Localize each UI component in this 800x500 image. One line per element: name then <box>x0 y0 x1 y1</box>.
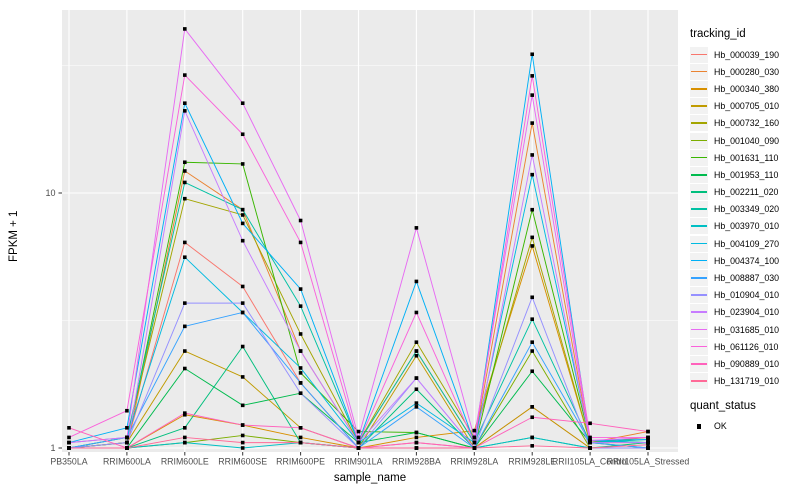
legend-item-Hb_004374_100: Hb_004374_100 <box>690 252 798 269</box>
legend-panel: tracking_id Hb_000039_190 Hb_000280_030 Hb… <box>690 28 798 435</box>
legend-label: Hb_000039_190 <box>714 49 780 60</box>
legend-key-line <box>690 46 708 63</box>
legend-key-line <box>690 287 708 304</box>
legend-key-line <box>690 338 708 355</box>
plot-panel <box>62 10 678 452</box>
y-axis-title: FPKM + 1 <box>8 210 20 262</box>
legend-items-tracking: Hb_000039_190 Hb_000280_030 Hb_000340_380 H… <box>690 46 798 390</box>
legend-label: Hb_023904_010 <box>714 307 780 318</box>
data-points <box>67 27 650 450</box>
legend-item-Hb_001040_090: Hb_001040_090 <box>690 132 798 149</box>
legend-key-line <box>690 201 708 218</box>
legend-key-line <box>690 304 708 321</box>
legend-items-quant: OK <box>690 418 798 435</box>
legend-key-line <box>690 132 708 149</box>
legend-item-Hb_000705_010: Hb_000705_010 <box>690 98 798 115</box>
legend-label: Hb_001631_110 <box>714 152 779 163</box>
legend-item-Hb_002211_020: Hb_002211_020 <box>690 184 798 201</box>
legend-item-Hb_061126_010: Hb_061126_010 <box>690 338 798 355</box>
legend-key-line <box>690 321 708 338</box>
x-tick-label: RRIM928BA <box>392 457 441 467</box>
legend-item-Hb_010904_010: Hb_010904_010 <box>690 287 798 304</box>
legend-label: Hb_003349_020 <box>714 204 780 215</box>
legend-key-square <box>690 418 708 435</box>
legend-label: Hb_004374_100 <box>714 255 780 266</box>
legend-item-Hb_004109_270: Hb_004109_270 <box>690 235 798 252</box>
legend-item-Hb_000280_030: Hb_000280_030 <box>690 63 798 80</box>
legend-key-line <box>690 98 708 115</box>
x-tick-labels: PB350LA RRIM600LA RRIM600LE RRIM600SE RRIM60… <box>50 457 689 467</box>
legend-label: Hb_000280_030 <box>714 66 780 77</box>
legend-label: Hb_000705_010 <box>714 101 780 112</box>
legend-key-line <box>690 166 708 183</box>
legend-label: Hb_001953_110 <box>714 169 779 180</box>
legend-item-Hb_001631_110: Hb_001631_110 <box>690 149 798 166</box>
legend-key-line <box>690 115 708 132</box>
legend-key-line <box>690 235 708 252</box>
legend-item-Hb_000039_190: Hb_000039_190 <box>690 46 798 63</box>
gridlines <box>62 10 678 452</box>
x-tick-label: RRIM600LA <box>103 457 151 467</box>
y-tick-label: 10 <box>45 188 55 198</box>
legend-label: Hb_061126_010 <box>714 341 779 352</box>
legend-label: Hb_001040_090 <box>714 135 780 146</box>
y-tick-label: 1 <box>50 443 55 453</box>
legend-item-Hb_003349_020: Hb_003349_020 <box>690 201 798 218</box>
legend-key-line <box>690 63 708 80</box>
x-tick-label: RRIM600LE <box>161 457 209 467</box>
legend-label: Hb_003970_010 <box>714 221 780 232</box>
legend-item-Hb_000732_160: Hb_000732_160 <box>690 115 798 132</box>
legend-item-Hb_008887_030: Hb_008887_030 <box>690 269 798 287</box>
legend-key-line <box>690 149 708 166</box>
legend-item-Hb_090889_010: Hb_090889_010 <box>690 355 798 372</box>
legend-key-line <box>690 355 708 372</box>
legend-label: Hb_008887_030 <box>714 273 780 284</box>
legend-item-quant-OK: OK <box>690 418 798 435</box>
legend-key-line <box>690 218 708 235</box>
legend-label: OK <box>714 421 727 432</box>
legend-key-line <box>690 373 708 390</box>
legend-item-Hb_023904_010: Hb_023904_010 <box>690 304 798 321</box>
legend-label: Hb_010904_010 <box>714 290 780 301</box>
legend-label: Hb_090889_010 <box>714 358 780 369</box>
legend-item-Hb_131719_010: Hb_131719_010 <box>690 373 798 390</box>
legend-item-Hb_001953_110: Hb_001953_110 <box>690 166 798 183</box>
legend-label: Hb_002211_020 <box>714 187 779 198</box>
x-axis-title: sample_name <box>333 472 407 484</box>
legend-item-Hb_031685_010: Hb_031685_010 <box>690 321 798 338</box>
x-tick-label: RRIM928LA <box>450 457 498 467</box>
y-tick-labels: 1 10 <box>45 188 55 453</box>
legend-key-line <box>690 80 708 97</box>
legend-title-tracking-id: tracking_id <box>690 28 746 40</box>
legend-label: Hb_000340_380 <box>714 83 780 94</box>
legend-item-Hb_000340_380: Hb_000340_380 <box>690 80 798 97</box>
legend-key-line <box>690 270 708 287</box>
legend-label: Hb_031685_010 <box>714 324 780 335</box>
x-tick-label: PB350LA <box>50 457 87 467</box>
x-tick-label: RRII105LA_Control <box>552 457 628 467</box>
legend-key-line <box>690 184 708 201</box>
x-tick-label: RRIM600SE <box>218 457 267 467</box>
legend-label: Hb_004109_270 <box>714 238 780 249</box>
legend-title-quant-status: quant_status <box>690 399 756 412</box>
x-tick-label: RRIM600PE <box>276 457 325 467</box>
axis-ticks <box>58 192 649 456</box>
legend-key-line <box>690 252 708 269</box>
legend-label: Hb_131719_010 <box>714 376 780 387</box>
x-tick-label: RRIM901LA <box>335 457 383 467</box>
legend-label: Hb_000732_160 <box>714 118 780 129</box>
x-tick-label: RRIM928LE <box>508 457 556 467</box>
legend-item-Hb_003970_010: Hb_003970_010 <box>690 218 798 235</box>
x-tick-label: RRII105LA_Stressed <box>607 457 690 467</box>
